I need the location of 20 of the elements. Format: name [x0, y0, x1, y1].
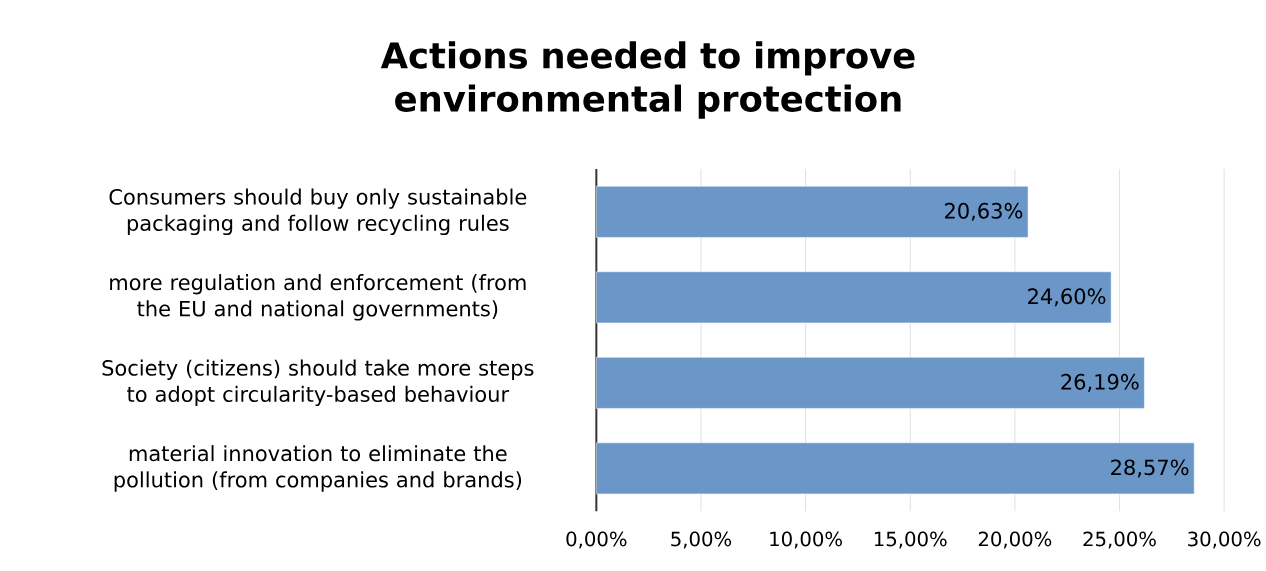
x-tick-label: 25,00%: [1083, 531, 1156, 549]
bar: [596, 357, 1145, 409]
bar: [596, 442, 1195, 495]
x-tick-label: 10,00%: [770, 531, 842, 549]
y-tick-label: Consumers should buy only sustainable packaging and follow recycling rules: [109, 188, 527, 236]
data-label: 24,60%: [1028, 288, 1106, 307]
data-label: 26,19%: [1061, 373, 1139, 392]
data-label: 28,57%: [1111, 459, 1189, 478]
y-tick-label: more regulation and enforcement (from the EU and national governments): [110, 274, 526, 321]
y-tick-label: Society (citizens) should take more steps to adopt circularity-based behaviour: [102, 359, 534, 407]
x-tick-label: 5,00%: [671, 531, 732, 549]
x-tick-label: 30,00%: [1188, 531, 1261, 549]
x-tick-label: 15,00%: [874, 531, 947, 549]
y-tick-label: material innovation to eliminate the pollution (from companies and brands): [114, 445, 522, 492]
data-label: 20,63%: [945, 202, 1023, 221]
x-tick-label: 0,00%: [566, 531, 627, 549]
x-tick-label: 20,00%: [978, 531, 1052, 549]
chart-title: Actions needed to improve environmental protection: [380, 41, 915, 119]
bar: [596, 185, 1029, 238]
bar: [596, 271, 1112, 324]
